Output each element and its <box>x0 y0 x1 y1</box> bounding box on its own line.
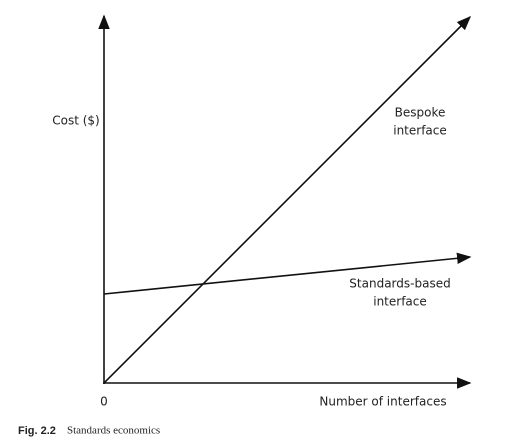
standards-line <box>103 252 472 295</box>
x-axis-label: Number of interfaces <box>319 395 446 409</box>
line-label: Standards-based <box>349 277 450 291</box>
caption-text: Standards economics <box>67 425 160 437</box>
line-label: interface <box>373 295 427 309</box>
bespoke-line <box>103 15 472 384</box>
line-label: interface <box>393 124 447 138</box>
origin-label: 0 <box>100 395 108 409</box>
line-label: Bespoke <box>395 106 446 120</box>
caption-number: Fig. 2.2 <box>18 425 56 437</box>
y-axis-label: Cost ($) <box>52 114 100 128</box>
